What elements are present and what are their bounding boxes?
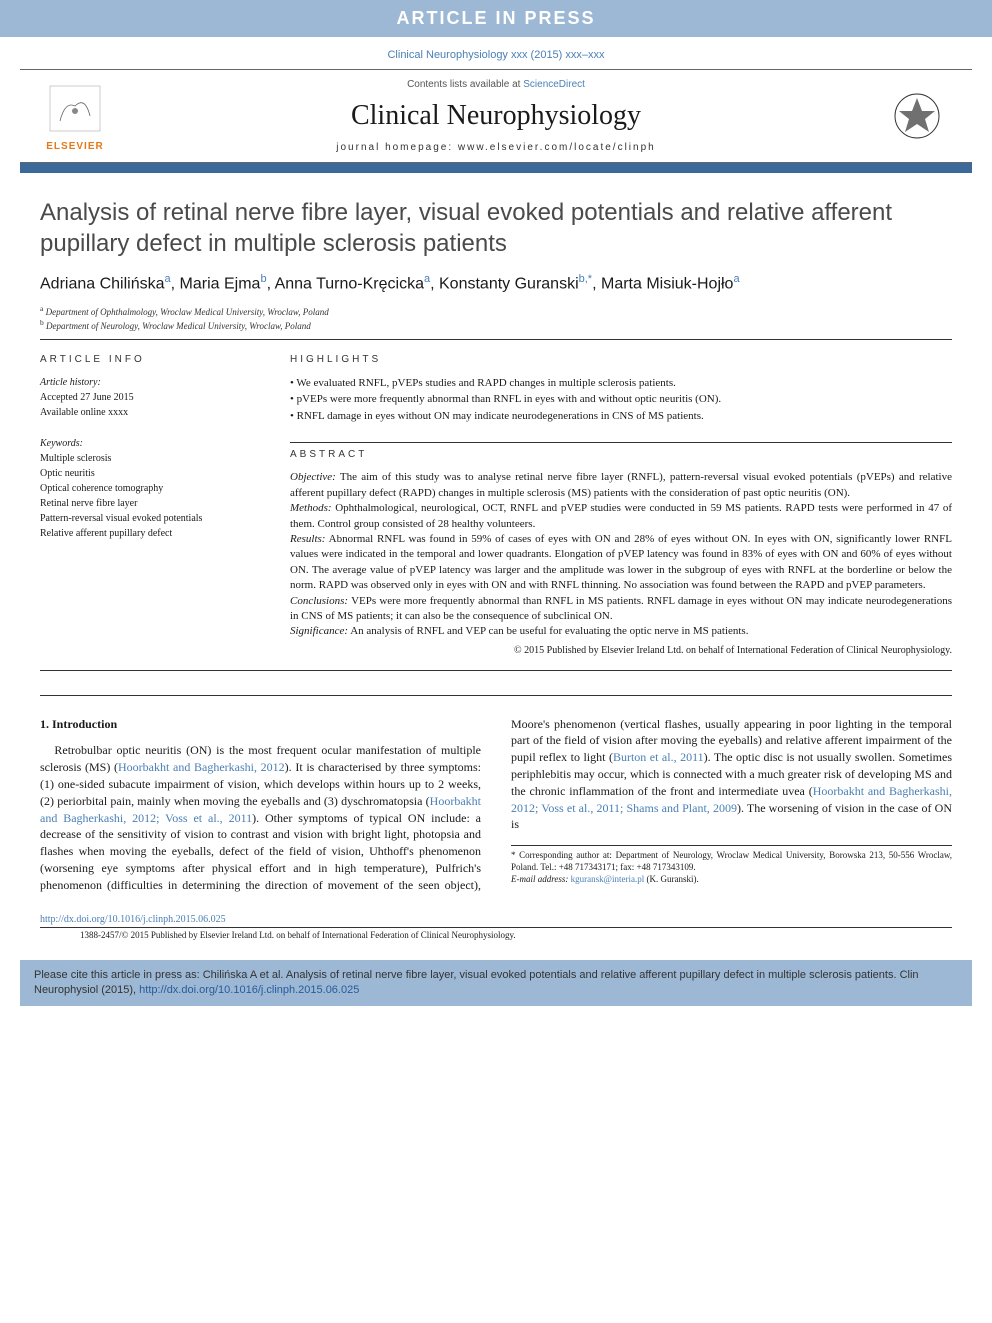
elsevier-logo: ELSEVIER bbox=[40, 76, 110, 156]
journal-homepage: journal homepage: www.elsevier.com/locat… bbox=[110, 142, 882, 153]
highlight-item: We evaluated RNFL, pVEPs studies and RAP… bbox=[290, 375, 952, 392]
email-link[interactable]: kguransk@interia.pl bbox=[571, 874, 645, 884]
journal-reference: Clinical Neurophysiology xxx (2015) xxx–… bbox=[0, 37, 992, 65]
abstract-copyright: © 2015 Published by Elsevier Ireland Ltd… bbox=[290, 644, 952, 658]
abstract-body: Objective: The aim of this study was to … bbox=[290, 470, 952, 639]
abstract-label: ABSTRACT bbox=[290, 449, 952, 460]
sciencedirect-link[interactable]: ScienceDirect bbox=[523, 79, 585, 90]
highlight-item: RNFL damage in eyes without ON may indic… bbox=[290, 408, 952, 425]
citation-doi-link[interactable]: http://dx.doi.org/10.1016/j.clinph.2015.… bbox=[139, 984, 359, 996]
affiliations: a Department of Ophthalmology, Wroclaw M… bbox=[40, 304, 952, 333]
corresponding-author-footnote: * Corresponding author at: Department of… bbox=[511, 845, 952, 885]
doi-link[interactable]: http://dx.doi.org/10.1016/j.clinph.2015.… bbox=[0, 914, 992, 925]
affiliation-a: Department of Ophthalmology, Wroclaw Med… bbox=[46, 307, 329, 317]
journal-cover-icon bbox=[882, 81, 952, 151]
article-info-label: ARTICLE INFO bbox=[40, 354, 260, 365]
authors: Adriana Chilińskaa, Maria Ejmab, Anna Tu… bbox=[40, 273, 952, 293]
highlight-item: pVEPs were more frequently abnormal than… bbox=[290, 391, 952, 408]
citation-link[interactable]: Hoorbakht and Bagherkashi, 2012 bbox=[118, 760, 285, 774]
highlights-list: We evaluated RNFL, pVEPs studies and RAP… bbox=[290, 375, 952, 425]
intro-heading: 1. Introduction bbox=[40, 716, 481, 733]
article-history: Article history: Accepted 27 June 2015 A… bbox=[40, 375, 260, 420]
citation-link[interactable]: Burton et al., 2011 bbox=[613, 750, 704, 764]
keywords: Keywords: Multiple sclerosis Optic neuri… bbox=[40, 436, 260, 541]
article-title: Analysis of retinal nerve fibre layer, v… bbox=[40, 197, 952, 259]
elsevier-text: ELSEVIER bbox=[46, 141, 103, 152]
journal-header: ELSEVIER Contents lists available at Sci… bbox=[20, 69, 972, 163]
article-in-press-banner: ARTICLE IN PRESS bbox=[0, 0, 992, 37]
highlights-label: HIGHLIGHTS bbox=[290, 354, 952, 365]
footer-copyright: 1388-2457/© 2015 Published by Elsevier I… bbox=[40, 927, 952, 950]
contents-available: Contents lists available at ScienceDirec… bbox=[110, 79, 882, 90]
citation-box: Please cite this article in press as: Ch… bbox=[20, 960, 972, 1007]
journal-name: Clinical Neurophysiology bbox=[110, 100, 882, 132]
affiliation-b: Department of Neurology, Wroclaw Medical… bbox=[46, 321, 311, 331]
body-text: 1. Introduction Retrobulbar optic neurit… bbox=[40, 716, 952, 894]
accent-bar bbox=[20, 163, 972, 173]
